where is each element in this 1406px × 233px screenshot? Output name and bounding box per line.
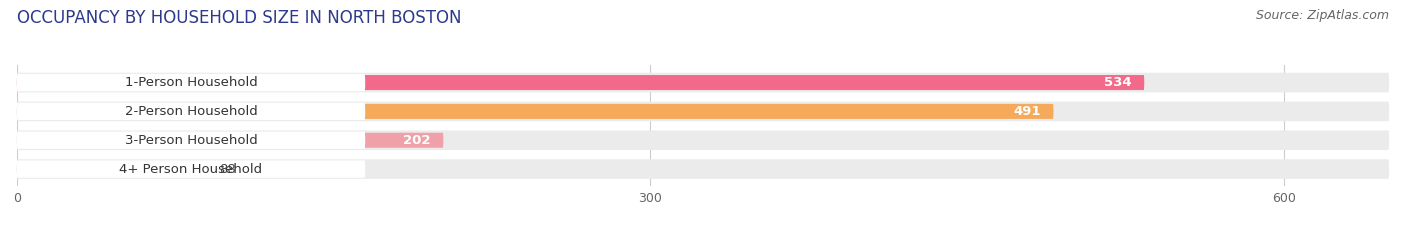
FancyBboxPatch shape: [17, 133, 443, 148]
FancyBboxPatch shape: [17, 161, 366, 178]
FancyBboxPatch shape: [17, 104, 1053, 119]
FancyBboxPatch shape: [17, 162, 202, 177]
FancyBboxPatch shape: [17, 75, 1144, 90]
Text: 1-Person Household: 1-Person Household: [125, 76, 257, 89]
FancyBboxPatch shape: [17, 74, 366, 91]
Text: 202: 202: [404, 134, 430, 147]
Text: 534: 534: [1104, 76, 1132, 89]
Text: 3-Person Household: 3-Person Household: [125, 134, 257, 147]
Text: Source: ZipAtlas.com: Source: ZipAtlas.com: [1256, 9, 1389, 22]
FancyBboxPatch shape: [17, 73, 1389, 92]
Text: 4+ Person Household: 4+ Person Household: [120, 163, 263, 176]
Text: 491: 491: [1014, 105, 1040, 118]
FancyBboxPatch shape: [17, 130, 1389, 150]
FancyBboxPatch shape: [17, 132, 366, 149]
Text: OCCUPANCY BY HOUSEHOLD SIZE IN NORTH BOSTON: OCCUPANCY BY HOUSEHOLD SIZE IN NORTH BOS…: [17, 9, 461, 27]
FancyBboxPatch shape: [17, 103, 366, 120]
Text: 88: 88: [219, 163, 236, 176]
FancyBboxPatch shape: [17, 159, 1389, 179]
Text: 2-Person Household: 2-Person Household: [125, 105, 257, 118]
FancyBboxPatch shape: [17, 102, 1389, 121]
